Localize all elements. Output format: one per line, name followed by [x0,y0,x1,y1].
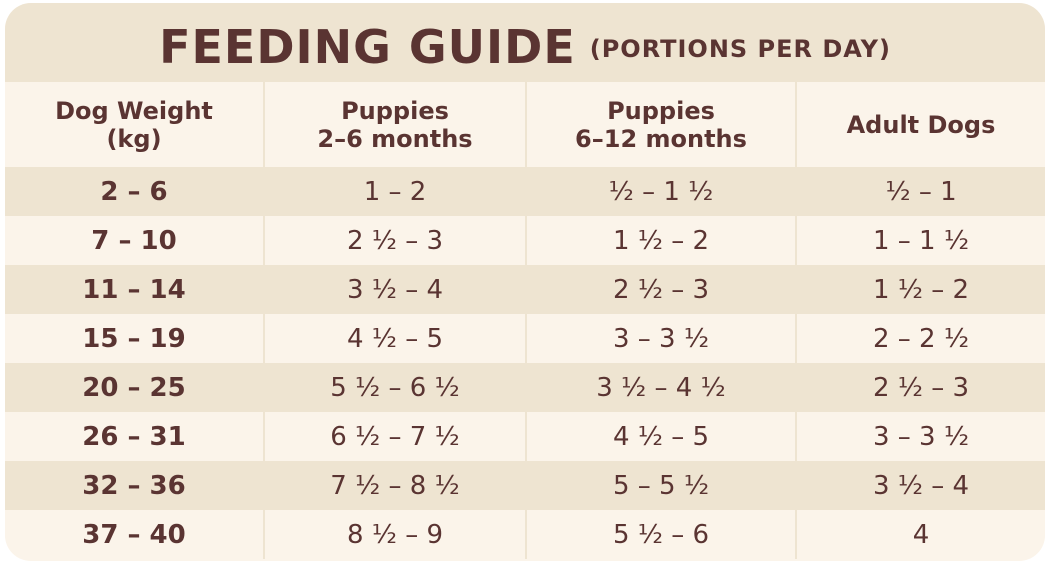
puppies-2-6-cell: 4 ½ – 5 [263,314,526,363]
header-line: (kg) [106,124,162,153]
header-line: 2–6 months [317,124,473,153]
header-puppies-6-12: Puppies 6–12 months [525,82,796,167]
adult-cell: 1 ½ – 2 [795,265,1045,314]
weight-cell: 20 – 25 [82,372,186,403]
header-line: Puppies [607,96,715,125]
puppies-6-12-cell: 1 ½ – 2 [525,216,796,265]
puppies-2-6-cell: 2 ½ – 3 [263,216,526,265]
table-row: 11 – 14 3 ½ – 4 2 ½ – 3 1 ½ – 2 [5,265,1045,314]
adult-cell: 4 [795,510,1045,559]
header-line: Adult Dogs [846,110,996,139]
header-line: 6–12 months [575,124,747,153]
table-row: 37 – 40 8 ½ – 9 5 ½ – 6 4 [5,510,1045,559]
puppies-2-6-cell: 3 ½ – 4 [263,265,526,314]
header-row: Dog Weight (kg) Puppies 2–6 months Puppi… [5,82,1045,167]
weight-cell: 26 – 31 [82,421,186,452]
puppies-6-12-cell: 2 ½ – 3 [525,265,796,314]
adult-cell: 3 – 3 ½ [795,412,1045,461]
puppies-6-12-cell: 5 ½ – 6 [525,510,796,559]
weight-cell: 37 – 40 [82,519,186,550]
weight-cell: 7 – 10 [91,225,177,256]
weight-cell: 15 – 19 [82,323,186,354]
weight-cell: 32 – 36 [82,470,186,501]
adult-cell: 1 – 1 ½ [795,216,1045,265]
table-row: 20 – 25 5 ½ – 6 ½ 3 ½ – 4 ½ 2 ½ – 3 [5,363,1045,412]
table-row: 15 – 19 4 ½ – 5 3 – 3 ½ 2 – 2 ½ [5,314,1045,363]
page-title: FEEDING GUIDE [159,19,576,74]
puppies-6-12-cell: ½ – 1 ½ [525,167,796,216]
feeding-table: Dog Weight (kg) Puppies 2–6 months Puppi… [5,82,1045,559]
adult-cell: 3 ½ – 4 [795,461,1045,510]
table-row: 7 – 10 2 ½ – 3 1 ½ – 2 1 – 1 ½ [5,216,1045,265]
title-bar: FEEDING GUIDE (PORTIONS PER DAY) [5,3,1045,82]
header-dog-weight: Dog Weight (kg) [5,82,264,167]
table-row: 32 – 36 7 ½ – 8 ½ 5 – 5 ½ 3 ½ – 4 [5,461,1045,510]
puppies-2-6-cell: 7 ½ – 8 ½ [263,461,526,510]
page-subtitle: (PORTIONS PER DAY) [589,34,891,63]
puppies-6-12-cell: 5 – 5 ½ [525,461,796,510]
header-line: Puppies [341,96,449,125]
adult-cell: 2 – 2 ½ [795,314,1045,363]
puppies-6-12-cell: 3 ½ – 4 ½ [525,363,796,412]
header-adult-dogs: Adult Dogs [795,82,1045,167]
adult-cell: ½ – 1 [795,167,1045,216]
header-puppies-2-6: Puppies 2–6 months [263,82,526,167]
header-line: Dog Weight [55,96,213,125]
weight-cell: 2 – 6 [100,176,168,207]
puppies-2-6-cell: 6 ½ – 7 ½ [263,412,526,461]
puppies-2-6-cell: 5 ½ – 6 ½ [263,363,526,412]
weight-cell: 11 – 14 [82,274,186,305]
adult-cell: 2 ½ – 3 [795,363,1045,412]
table-row: 2 – 6 1 – 2 ½ – 1 ½ ½ – 1 [5,167,1045,216]
puppies-2-6-cell: 1 – 2 [263,167,526,216]
feeding-guide-card: FEEDING GUIDE (PORTIONS PER DAY) Dog Wei… [5,3,1045,561]
puppies-2-6-cell: 8 ½ – 9 [263,510,526,559]
table-row: 26 – 31 6 ½ – 7 ½ 4 ½ – 5 3 – 3 ½ [5,412,1045,461]
puppies-6-12-cell: 3 – 3 ½ [525,314,796,363]
puppies-6-12-cell: 4 ½ – 5 [525,412,796,461]
